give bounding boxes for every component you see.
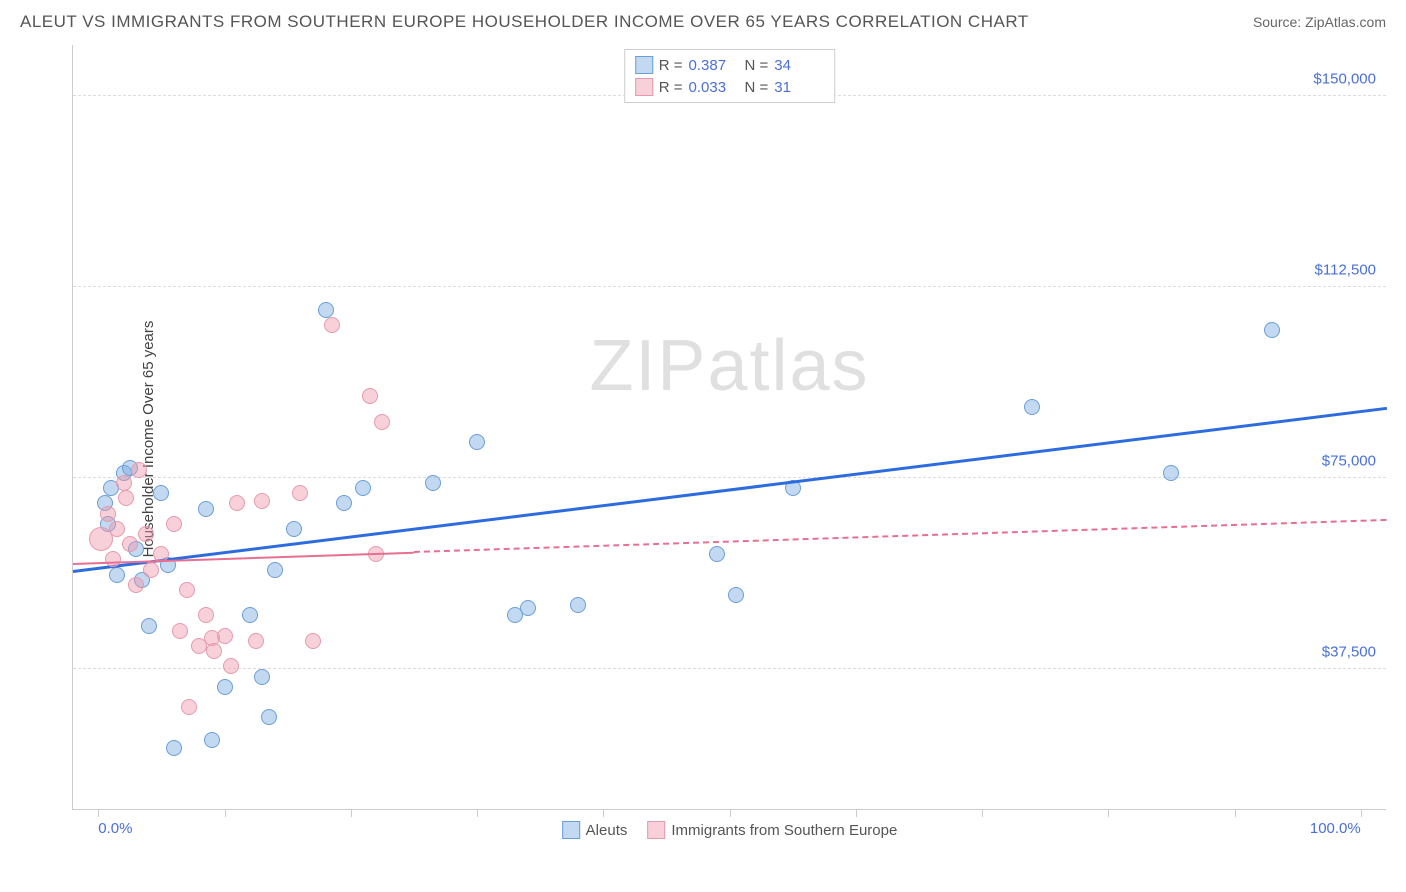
data-point [1264,322,1280,338]
trend-line [414,519,1387,553]
data-point [1163,465,1179,481]
x-tick [603,809,604,817]
legend-r-value: 0.033 [689,79,739,96]
data-point [109,567,125,583]
data-point [267,562,283,578]
chart-title: ALEUT VS IMMIGRANTS FROM SOUTHERN EUROPE… [20,12,1029,32]
data-point [105,551,121,567]
gridline [73,477,1386,478]
chart-container: Householder Income Over 65 years ZIPatla… [50,45,1386,832]
x-tick [856,809,857,817]
data-point [292,485,308,501]
watermark: ZIPatlas [589,325,869,407]
legend-series-name: Immigrants from Southern Europe [671,822,897,839]
legend-swatch [635,56,653,74]
data-point [118,490,134,506]
data-point [206,643,222,659]
x-tick [730,809,731,817]
data-point [254,493,270,509]
y-tick-label: $75,000 [1322,452,1376,469]
data-point [217,679,233,695]
data-point [172,623,188,639]
data-point [355,480,371,496]
data-point [143,562,159,578]
data-point [141,618,157,634]
trend-line [73,551,414,564]
x-tick [351,809,352,817]
data-point [131,462,147,478]
data-point [520,600,536,616]
legend-row: R = 0.033 N = 31 [635,76,825,98]
data-point [1024,399,1040,415]
y-tick-label: $112,500 [1315,261,1376,278]
x-tick [477,809,478,817]
legend-n-label: N = [745,57,769,74]
x-tick [982,809,983,817]
data-point [179,582,195,598]
trend-line [73,407,1387,573]
x-min-label: 0.0% [98,820,132,837]
data-point [324,317,340,333]
data-point [198,501,214,517]
legend-swatch [647,821,665,839]
data-point [204,732,220,748]
x-max-label: 100.0% [1310,820,1361,837]
data-point [254,669,270,685]
gridline [73,668,1386,669]
data-point [166,516,182,532]
data-point [362,388,378,404]
legend-r-label: R = [659,79,683,96]
legend-r-label: R = [659,57,683,74]
data-point [122,536,138,552]
legend-n-value: 34 [774,57,824,74]
data-point [198,607,214,623]
data-point [286,521,302,537]
legend-n-label: N = [745,79,769,96]
x-tick [1235,809,1236,817]
legend-n-value: 31 [774,79,824,96]
legend-series-name: Aleuts [586,822,628,839]
data-point [425,475,441,491]
data-point [318,302,334,318]
chart-header: ALEUT VS IMMIGRANTS FROM SOUTHERN EUROPE… [0,0,1406,40]
data-point [229,495,245,511]
x-tick [98,809,99,817]
legend-item: Immigrants from Southern Europe [647,821,897,839]
legend-swatch [635,78,653,96]
data-point [217,628,233,644]
data-point [709,546,725,562]
data-point [223,658,239,674]
data-point [166,740,182,756]
data-point [128,577,144,593]
data-point [374,414,390,430]
data-point [248,633,264,649]
legend-item: Aleuts [562,821,628,839]
y-tick-label: $37,500 [1322,643,1376,660]
x-tick [1108,809,1109,817]
x-tick [225,809,226,817]
data-point [181,699,197,715]
data-point [138,526,154,542]
legend-swatch [562,821,580,839]
series-legend: Aleuts Immigrants from Southern Europe [562,821,898,839]
data-point [261,709,277,725]
legend-r-value: 0.387 [689,57,739,74]
data-point [305,633,321,649]
data-point [153,485,169,501]
data-point [109,521,125,537]
y-tick-label: $150,000 [1313,70,1376,87]
data-point [100,506,116,522]
data-point [336,495,352,511]
data-point [570,597,586,613]
chart-source: Source: ZipAtlas.com [1253,14,1386,30]
x-tick [1361,809,1362,817]
data-point [728,587,744,603]
data-point [116,475,132,491]
plot-area: ZIPatlas R =0.387N =34R =0.033N =31 Aleu… [72,45,1386,810]
data-point [242,607,258,623]
gridline [73,286,1386,287]
data-point [469,434,485,450]
legend-row: R = 0.387 N = 34 [635,54,825,76]
correlation-legend: R = 0.387 N = 34 R = 0.033 N = 31 [624,49,836,103]
